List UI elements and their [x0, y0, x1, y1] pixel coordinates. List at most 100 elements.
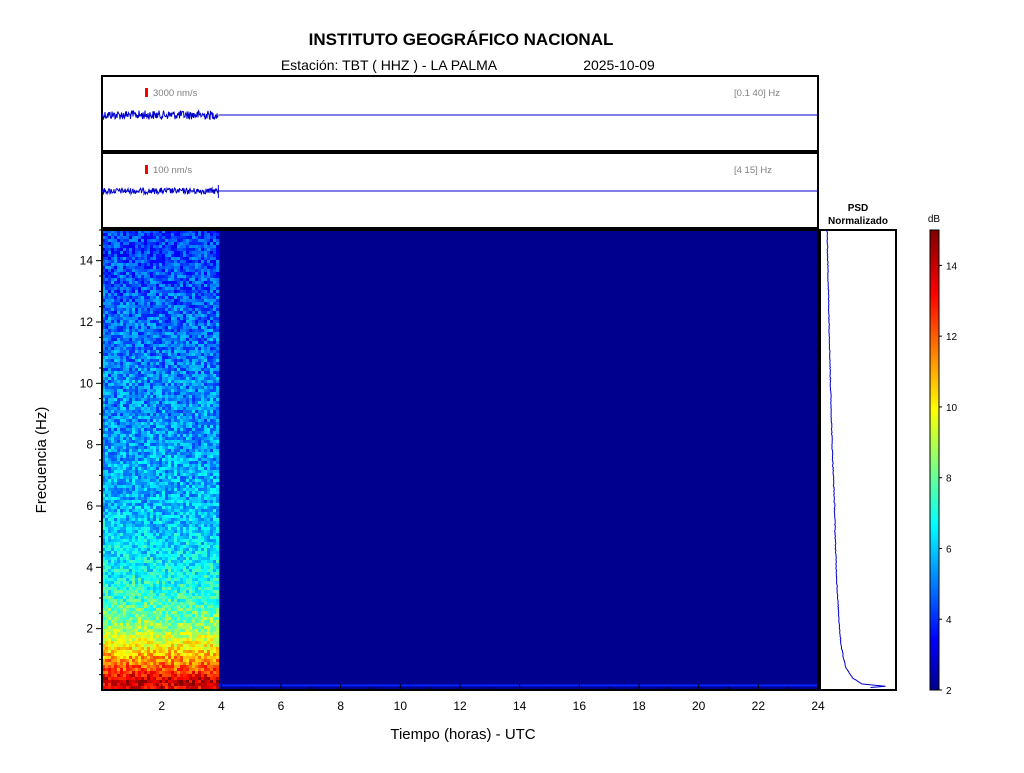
spectrogram-cell	[213, 455, 216, 458]
spectrogram-cell	[162, 293, 165, 296]
spectrogram-cell	[156, 554, 159, 557]
spectrogram-cell	[129, 236, 132, 239]
spectrogram-cell	[147, 506, 150, 509]
spectrogram-cell	[189, 491, 192, 494]
spectrogram-cell	[177, 434, 180, 437]
spectrogram-cell	[186, 575, 189, 578]
spectrogram-cell	[162, 467, 165, 470]
spectrogram-cell	[177, 380, 180, 383]
spectrogram-cell	[180, 536, 183, 539]
spectrogram-cell	[186, 272, 189, 275]
spectrogram-cell	[174, 254, 177, 257]
spectrogram-cell	[156, 515, 159, 518]
spectrogram-cell	[111, 401, 114, 404]
spectrogram-cell	[114, 386, 117, 389]
spectrogram-cell	[198, 374, 201, 377]
spectrogram-cell	[129, 305, 132, 308]
spectrogram-cell	[156, 587, 159, 590]
spectrogram-cell	[168, 371, 171, 374]
spectrogram-cell	[207, 518, 210, 521]
spectrogram-cell	[159, 569, 162, 572]
spectrogram-cell	[189, 389, 192, 392]
spectrogram-cell	[180, 248, 183, 251]
spectrogram-cell	[198, 548, 201, 551]
spectrogram-cell	[105, 542, 108, 545]
spectrogram-cell	[210, 497, 213, 500]
spectrogram-cell	[141, 302, 144, 305]
spectrogram-cell	[192, 578, 195, 581]
spectrogram-cell	[195, 506, 198, 509]
spectrogram-cell	[135, 608, 138, 611]
spectrogram-cell	[186, 587, 189, 590]
spectrogram-cell	[111, 605, 114, 608]
spectrogram-cell	[111, 323, 114, 326]
spectrogram-cell	[171, 362, 174, 365]
spectrogram-cell	[168, 608, 171, 611]
spectrogram-cell	[213, 245, 216, 248]
spectrogram-cell	[117, 329, 120, 332]
spectrogram-cell	[108, 512, 111, 515]
spectrogram-cell	[198, 599, 201, 602]
spectrogram-cell	[207, 359, 210, 362]
spectrogram-cell	[195, 422, 198, 425]
spectrogram-cell	[135, 485, 138, 488]
spectrogram-cell	[189, 500, 192, 503]
spectrogram-cell	[207, 311, 210, 314]
spectrogram-cell	[147, 467, 150, 470]
spectrogram-cell	[132, 530, 135, 533]
spectrogram-cell	[171, 551, 174, 554]
spectrogram-cell	[195, 386, 198, 389]
spectrogram-cell	[156, 290, 159, 293]
spectrogram-cell	[195, 374, 198, 377]
spectrogram-cell	[180, 512, 183, 515]
spectrogram-cell	[138, 320, 141, 323]
spectrogram-cell	[201, 242, 204, 245]
spectrogram-cell	[189, 239, 192, 242]
spectrogram-cell	[153, 296, 156, 299]
spectrogram-cell	[195, 455, 198, 458]
spectrogram-cell	[123, 263, 126, 266]
spectrogram-cell	[153, 467, 156, 470]
spectrogram-cell	[132, 305, 135, 308]
spectrogram-cell	[171, 323, 174, 326]
spectrogram-cell	[114, 422, 117, 425]
spectrogram-cell	[186, 323, 189, 326]
spectrogram-cell	[132, 488, 135, 491]
spectrogram-cell	[141, 311, 144, 314]
spectrogram-cell	[153, 551, 156, 554]
spectrogram-cell	[105, 551, 108, 554]
spectrogram-cell	[147, 539, 150, 542]
spectrogram-cell	[114, 281, 117, 284]
spectrogram-cell	[183, 455, 186, 458]
spectrogram-cell	[135, 563, 138, 566]
spectrogram-cell	[171, 575, 174, 578]
spectrogram-cell	[132, 611, 135, 614]
spectrogram-cell	[210, 269, 213, 272]
spectrogram-cell	[120, 368, 123, 371]
spectrogram-cell	[114, 446, 117, 449]
spectrogram-cell	[180, 317, 183, 320]
spectrogram-cell	[177, 470, 180, 473]
spectrogram-cell	[120, 299, 123, 302]
spectrogram-cell	[192, 461, 195, 464]
spectrogram-cell	[111, 281, 114, 284]
spectrogram-cell	[177, 464, 180, 467]
spectrogram-cell	[114, 266, 117, 269]
spectrogram-cell	[168, 275, 171, 278]
spectrogram-cell	[108, 455, 111, 458]
spectrogram-cell	[120, 536, 123, 539]
spectrogram-cell	[141, 359, 144, 362]
spectrogram-cell	[144, 380, 147, 383]
spectrogram-cell	[156, 455, 159, 458]
spectrogram-cell	[156, 272, 159, 275]
spectrogram-cell	[117, 461, 120, 464]
spectrogram-cell	[189, 305, 192, 308]
spectrogram-cell	[138, 341, 141, 344]
spectrogram-cell	[159, 560, 162, 563]
spectrogram-cell	[177, 290, 180, 293]
spectrogram-cell	[114, 611, 117, 614]
spectrogram-cell	[132, 293, 135, 296]
spectrogram-cell	[147, 362, 150, 365]
spectrogram-cell	[108, 356, 111, 359]
spectrogram-cell	[201, 329, 204, 332]
